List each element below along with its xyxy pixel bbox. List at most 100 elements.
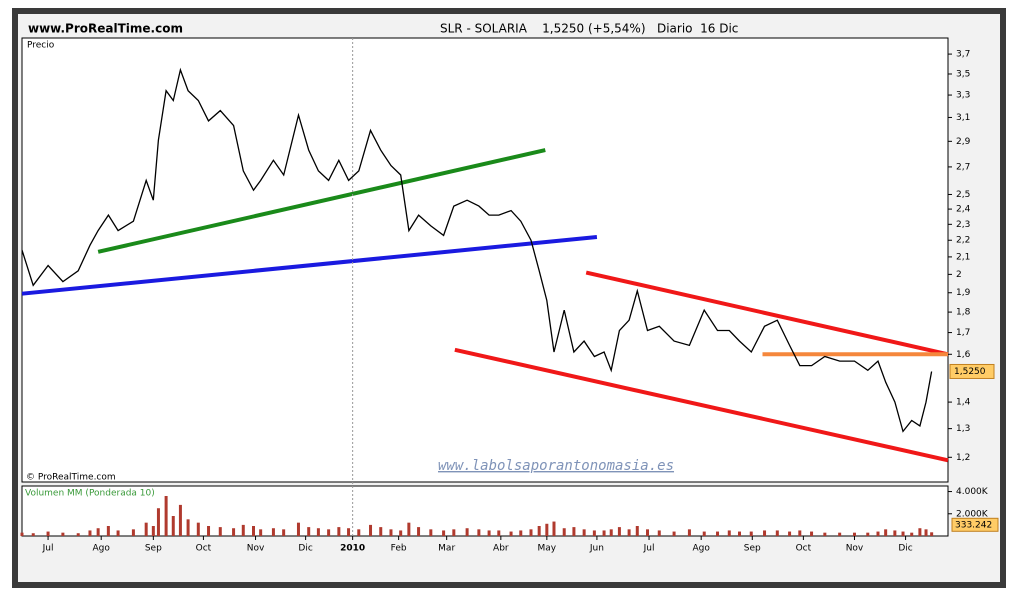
x-tick-label: Jun [589,544,604,554]
x-tick-label: Jul [42,544,54,554]
volume-bar [582,529,586,536]
y-tick-label: 2,7 [956,162,970,172]
y-tick-label: 1,3 [956,424,970,434]
volume-bar [232,528,236,536]
volume-bar [337,527,341,536]
volume-bar [545,523,549,536]
chart-title: SLR - SOLARIA 1,5250 (+5,54%) Diario 16 … [440,22,738,36]
volume-bar [838,532,842,536]
source: www.ProRealTime.com [28,22,183,36]
volume-bar [737,531,741,536]
volume-bar [810,531,814,536]
x-tick-label: May [538,544,557,554]
volume-bar [529,529,533,536]
volume-bar [702,531,706,536]
y-tick-label: 3,5 [956,69,970,79]
price-plot [21,37,949,483]
current-box [949,363,995,379]
volume-bar [924,529,928,536]
volume-bar [572,527,576,536]
volume-bar [465,528,469,536]
y-tick-label: 3,1 [956,113,970,123]
volume-bar [271,528,275,536]
y-tick-label: 4.000K [956,487,989,497]
volume-bar [178,504,182,536]
trendline [585,270,949,357]
volume-bar [602,530,606,536]
volume-bar [417,527,421,536]
volume-bar [452,529,456,536]
copyright: © ProRealTime.com [26,473,116,483]
volume-bar [407,522,411,536]
volume-bar [156,508,160,536]
volume-bar [399,530,403,536]
volume-bar [252,526,255,536]
volume-bar [592,530,596,536]
volume-bar [369,524,373,536]
x-tick-label: Jul [643,544,655,554]
x-tick-label: Dic [298,544,312,554]
watermark: www.labolsaporantonomasia.es [438,458,674,474]
volume-bar [687,529,691,536]
volume-bar [823,532,827,536]
y-tick-label: 1,9 [956,288,971,298]
volume-bar [259,529,263,536]
volume-bar [218,527,222,536]
y-tick-label: 3,3 [956,91,970,101]
x-tick-label: Ago [692,544,710,554]
x-tick-label: Dic [898,544,912,554]
volume-bar [307,527,311,536]
volume-bar [852,532,856,536]
volume-bar [196,522,200,536]
volume-bar [627,529,631,536]
y-tick-label: 2,4 [956,205,971,215]
x-tick-label: Ago [93,544,111,554]
x-tick-label: Oct [196,544,212,554]
volume-bar [379,527,383,536]
price-line [21,67,933,433]
volume-bar [798,530,802,536]
volume-bar [429,529,433,536]
y-tick-label: 2,2 [956,236,970,246]
x-tick-label: Sep [744,544,761,554]
volume-bar [884,529,888,536]
y-tick-label: 2 [956,270,962,280]
x-tick-label: Mar [438,544,455,554]
trendline [21,235,598,296]
volume-bar [151,526,155,536]
volume-bar [930,532,934,536]
volume-bar [357,529,361,536]
volume-bar [116,530,120,536]
volume-bar [442,530,446,536]
volume-bar [509,531,513,536]
volume-bar [788,531,792,536]
volume-bar [282,529,286,536]
volume-plot [21,485,949,537]
volume-bar [296,522,300,536]
y-tick-label: 2,1 [956,252,970,262]
volume-bar [657,530,661,536]
volume-bar [727,530,731,536]
x-tick-label: 2010 [340,544,365,554]
volume-bar [646,529,650,536]
volume-bar [76,533,80,536]
volume-bar [347,528,351,536]
current-box [951,517,999,532]
volume-bar [106,526,110,536]
volume-bar [866,532,870,536]
current-label: 333.242 [955,520,992,530]
x-tick-label: Nov [247,544,265,554]
volume-bar [316,528,320,536]
volume-label: Volumen MM (Ponderada 10) [25,489,155,499]
volume-bar [131,529,135,536]
volume-bar [918,528,922,536]
volume-bar [910,532,914,536]
volume-bar [46,531,50,536]
volume-bar [749,531,753,536]
volume-bar [552,521,556,536]
volume-bar [186,519,190,536]
y-tick-label: 1,7 [956,328,970,338]
x-tick-label: Feb [391,544,407,554]
volume-bar [20,532,24,536]
